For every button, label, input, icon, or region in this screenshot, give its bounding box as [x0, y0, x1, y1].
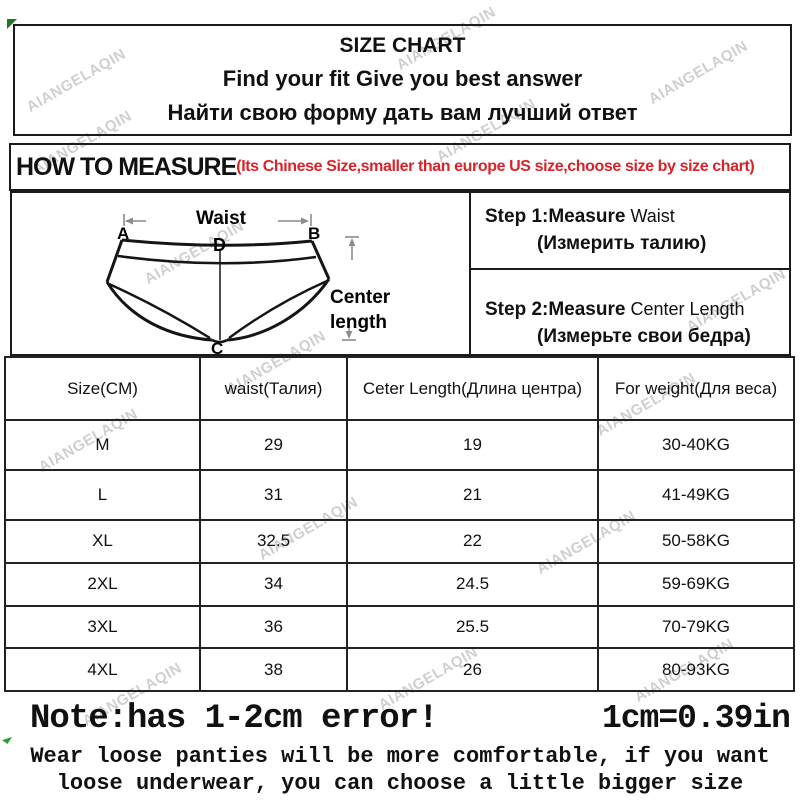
cell-size: XL	[92, 531, 113, 551]
column-header-weight: For weight(Для веса)	[597, 358, 793, 419]
panty-diagram-svg: Waist A B D C Center length	[105, 208, 391, 358]
chinese-size-warning: (Its Chinese Size,smaller than europe US…	[236, 158, 755, 175]
size-table-header-row: Size(CM) waist(Талия) Ceter Length(Длина…	[6, 358, 793, 421]
waist-label: Waist	[196, 208, 247, 229]
cell-size: 3XL	[87, 616, 118, 636]
cell-size: L	[97, 485, 108, 504]
left-outer-hem	[105, 281, 213, 342]
table-row: 4XL 38 26 80-93KG	[6, 649, 793, 690]
cell-waist: 38	[199, 649, 346, 690]
how-to-measure-band: HOW TO MEASURE (Its Chinese Size,smaller…	[9, 143, 791, 191]
step-1-russian: (Измерить талию)	[537, 233, 707, 254]
cell-length: 26	[346, 649, 597, 690]
cell-length: 19	[346, 421, 597, 469]
size-table: Size(CM) waist(Талия) Ceter Length(Длина…	[4, 356, 795, 692]
header-box: SIZE CHART Find your fit Give you best a…	[13, 24, 792, 136]
left-side-edge	[105, 239, 124, 283]
waistband-bottom-line	[117, 254, 317, 265]
cell-weight: 59-69KG	[597, 563, 793, 605]
table-row: 3XL 36 25.5 70-79KG	[6, 606, 793, 650]
waistband-top-line	[121, 238, 313, 247]
table-row: M 29 19 30-40KG	[6, 421, 793, 471]
steps-panel: Step 1:Measure Waist (Измерить талию) St…	[469, 193, 789, 354]
cell-waist: 34	[199, 563, 346, 605]
cell-waist: 31	[199, 471, 346, 519]
cell-length: 21	[346, 471, 597, 519]
column-header-center-length: Ceter Length(Длина центра)	[346, 358, 597, 419]
cell-length: 22	[346, 521, 597, 562]
column-header-waist: waist(Талия)	[199, 358, 346, 419]
table-row: 2XL 34 24.5 59-69KG	[6, 563, 793, 607]
center-length-label-line1: Center	[330, 287, 391, 308]
step-2-target: Center Length	[625, 299, 745, 319]
cell-length: 25.5	[346, 606, 597, 648]
error-note: Note:has 1-2cm error!	[30, 700, 438, 738]
advice-line-2: loose underwear, you can choose a little…	[56, 771, 744, 796]
advice-line-1: Wear loose panties will be more comforta…	[30, 744, 770, 769]
cell-size: 4XL	[87, 659, 118, 679]
cell-size: 2XL	[87, 574, 118, 594]
cell-weight: 30-40KG	[597, 421, 793, 469]
right-side-edge	[310, 240, 331, 280]
scan-artifact-green	[7, 19, 17, 29]
right-outer-hem	[226, 278, 331, 342]
step-2: Step 2:Measure Center Length (Измерьте с…	[471, 270, 789, 354]
cell-waist: 29	[199, 421, 346, 469]
point-d-label: D	[213, 235, 226, 255]
how-to-measure-heading: HOW TO MEASURE	[16, 152, 237, 181]
column-header-size: Size(CM)	[67, 378, 138, 398]
subtitle-russian: Найти свою форму дать вам лучший ответ	[167, 100, 638, 125]
subtitle-english: Find your fit Give you best answer	[222, 66, 583, 91]
step-2-russian: (Измерьте свои бедра)	[537, 326, 751, 347]
page-title: SIZE CHART	[339, 34, 466, 57]
point-a-label: A	[117, 224, 129, 243]
note-row: Note:has 1-2cm error! 1cm=0.39in	[30, 700, 791, 738]
panty-diagram: Waist A B D C Center length	[12, 193, 469, 358]
step-2-label: Step 2:Measure	[485, 299, 626, 320]
step-1-label: Step 1:Measure	[485, 206, 626, 227]
table-row: XL 32.5 22 50-58KG	[6, 521, 793, 564]
cell-weight: 41-49KG	[597, 471, 793, 519]
cell-weight: 50-58KG	[597, 521, 793, 562]
crotch-curve	[211, 338, 228, 344]
cell-length: 24.5	[346, 563, 597, 605]
scan-artifact-green	[2, 737, 12, 744]
point-c-label: C	[211, 339, 223, 354]
step-1: Step 1:Measure Waist (Измерить талию)	[471, 193, 789, 270]
measure-diagram-row: Waist A B D C Center length Step 1:Measu…	[10, 191, 791, 358]
cell-waist: 32.5	[199, 521, 346, 562]
table-row: L 31 21 41-49KG	[6, 471, 793, 521]
right-leg-opening	[228, 279, 328, 339]
step-1-target: Waist	[625, 206, 675, 226]
left-leg-opening	[108, 282, 211, 340]
point-b-label: B	[308, 224, 320, 243]
cell-waist: 36	[199, 606, 346, 648]
cell-weight: 70-79KG	[597, 606, 793, 648]
cm-conversion: 1cm=0.39in	[601, 700, 791, 737]
cell-weight: 80-93KG	[597, 649, 793, 690]
cell-size: M	[95, 435, 110, 454]
center-length-label-line2: length	[330, 312, 387, 333]
